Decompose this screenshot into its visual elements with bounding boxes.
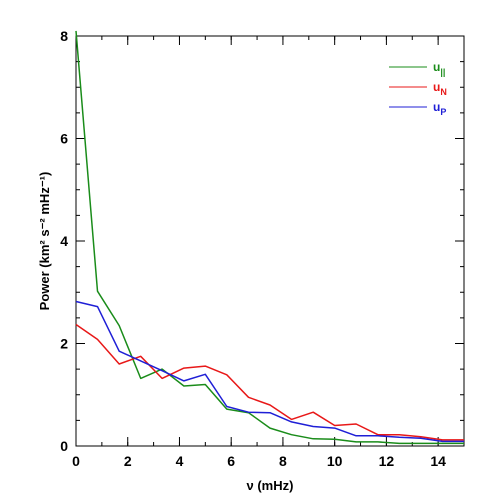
x-tick-label: 12 [379,453,395,469]
x-tick-label: 14 [430,453,446,469]
legend: u|| uN uP [389,60,447,117]
series-line-n [75,323,464,441]
x-tick-label: 4 [176,453,184,469]
legend-label: uP [433,100,446,117]
x-tick-label: 10 [327,453,343,469]
series-line-p [75,300,464,443]
legend-label: u|| [433,60,445,77]
plot-frame [75,35,465,447]
y-axis-label: Power (km² s⁻² mHz⁻¹) [37,172,52,311]
y-tick-label: 2 [60,336,68,352]
y-tick-label: 4 [60,233,68,249]
axis-ticks: 0 2 4 6 8 10 12 14 0 2 4 6 8 [60,28,465,469]
x-tick-label: 6 [227,453,235,469]
x-tick-label: 2 [124,453,132,469]
y-tick-label: 8 [60,28,68,44]
series-line-par [75,30,464,445]
x-tick-label: 0 [72,453,80,469]
series-lines [75,30,464,445]
legend-label: uN [433,80,447,97]
y-tick-label: 0 [60,438,68,454]
x-axis-label: ν (mHz) [247,478,294,493]
x-tick-label: 8 [279,453,287,469]
y-tick-label: 6 [60,131,68,147]
